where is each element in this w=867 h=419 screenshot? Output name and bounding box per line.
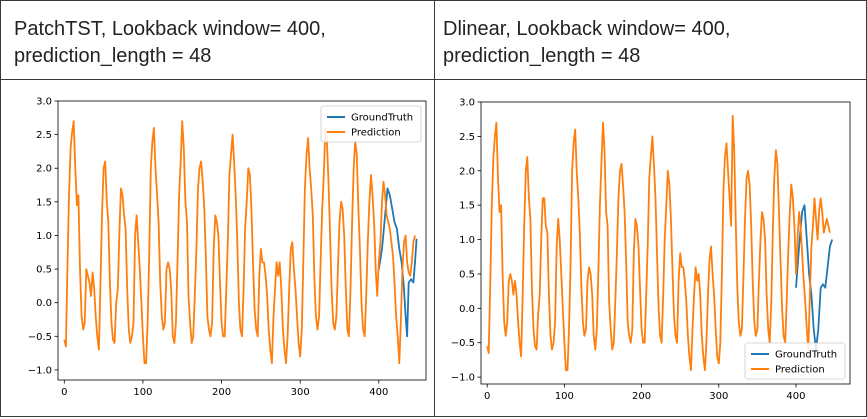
- y-tick-label: 1.5: [459, 201, 475, 212]
- series-line-groundtruth: [377, 187, 418, 338]
- table-border-left: [0, 0, 1, 417]
- y-tick-label: −1.0: [28, 365, 52, 376]
- legend-box: [744, 342, 846, 380]
- y-tick-label: 2.0: [459, 166, 475, 177]
- y-tick-label: −0.5: [28, 332, 52, 343]
- header-cell-patchtst: PatchTST, Lookback window= 400, predicti…: [14, 16, 326, 70]
- x-tick-label: 300: [709, 391, 728, 402]
- table-border-center: [434, 0, 435, 417]
- legend-box: [320, 105, 422, 143]
- y-tick-label: 2.5: [36, 130, 52, 141]
- y-tick-label: 3.0: [36, 97, 52, 108]
- x-tick-label: 300: [291, 387, 310, 398]
- header-line-2: prediction_length = 48: [14, 45, 212, 67]
- y-tick-label: 0.0: [459, 304, 475, 315]
- header-line-1: PatchTST, Lookback window= 400,: [14, 18, 326, 40]
- dlinear-forecast-chart: −1.0 −0.5 0.0 0.5 1.0 1.5 2.0 2.5 3.0 0 100 200 300 4…: [451, 98, 851, 402]
- table-border-bottom: [0, 416, 867, 417]
- legend-label: GroundTruth: [351, 113, 413, 124]
- y-tick-label: 0.0: [36, 298, 52, 309]
- y-tick-label: −1.0: [451, 373, 475, 384]
- series-line-prediction: [63, 120, 416, 365]
- x-tick-label: 400: [786, 391, 805, 402]
- table-border-top: [0, 0, 867, 1]
- x-tick-label: 200: [212, 387, 231, 398]
- y-tick-label: 1.0: [459, 235, 475, 246]
- patchtst-forecast-chart: −1.0 −0.5 0.0 0.5 1.0 1.5 2.0 2.5 3.0 0 100 200 300 4…: [28, 97, 427, 398]
- x-tick-label: 100: [133, 387, 152, 398]
- y-tick-label: 1.5: [36, 197, 52, 208]
- y-tick-label: 2.5: [459, 132, 475, 143]
- chart-legend: GroundTruth Prediction: [744, 342, 846, 380]
- legend-label: Prediction: [775, 365, 825, 376]
- table-border-mid: [0, 79, 867, 80]
- y-tick-label: 2.0: [36, 164, 52, 175]
- header-line-2: prediction_length = 48: [443, 45, 641, 67]
- x-tick-label: 100: [555, 391, 574, 402]
- y-tick-label: 1.0: [36, 231, 52, 242]
- header-cell-dlinear: Dlinear, Lookback window= 400, predictio…: [443, 16, 730, 70]
- legend-label: Prediction: [351, 128, 401, 139]
- series-line-prediction: [486, 114, 831, 372]
- x-tick-label: 200: [632, 391, 651, 402]
- chart-legend: GroundTruth Prediction: [320, 105, 422, 143]
- y-tick-label: 0.5: [459, 269, 475, 280]
- series-line-groundtruth: [795, 204, 834, 351]
- legend-label: GroundTruth: [775, 350, 837, 361]
- x-tick-label: 400: [369, 387, 388, 398]
- y-tick-label: 0.5: [36, 265, 52, 276]
- x-tick-label: 0: [484, 391, 490, 402]
- header-line-1: Dlinear, Lookback window= 400,: [443, 18, 731, 40]
- x-tick-label: 0: [61, 387, 67, 398]
- y-tick-label: 3.0: [459, 98, 475, 109]
- y-tick-label: −0.5: [451, 338, 475, 349]
